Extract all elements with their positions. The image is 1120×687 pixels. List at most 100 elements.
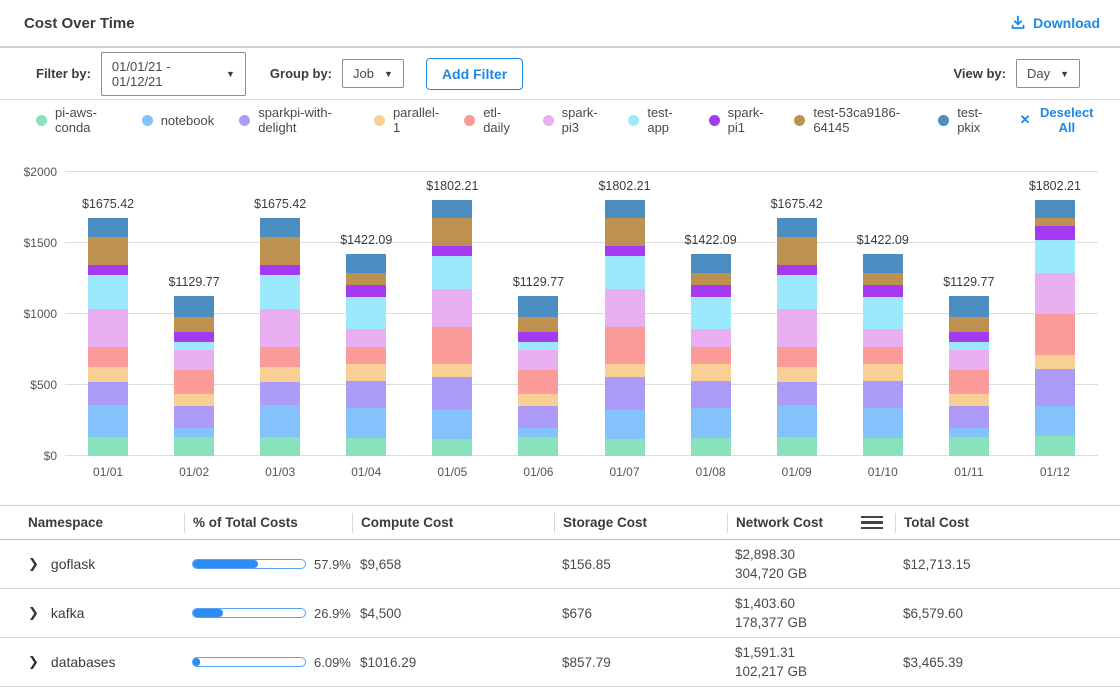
bar-segment-pi-aws-conda[interactable]	[518, 437, 558, 456]
bar-segment-spark-pi1[interactable]	[518, 332, 558, 342]
bar-segment-test-app[interactable]	[1035, 240, 1075, 273]
bar-segment-parallel-1[interactable]	[863, 364, 903, 380]
bar-segment-sparkpi-with-delight[interactable]	[777, 382, 817, 405]
bar-segment-test-53ca9186-64145[interactable]	[174, 317, 214, 332]
bar-segment-parallel-1[interactable]	[1035, 355, 1075, 369]
bar-segment-etl-daily[interactable]	[691, 347, 731, 364]
legend-item-etl-daily[interactable]: etl-daily	[464, 105, 517, 135]
bar-segment-sparkpi-with-delight[interactable]	[1035, 369, 1075, 406]
bar-segment-spark-pi1[interactable]	[949, 332, 989, 342]
stacked-bar-01/02[interactable]	[174, 296, 214, 456]
group-by-select[interactable]: Job ▼	[342, 59, 404, 88]
bar-segment-pi-aws-conda[interactable]	[949, 437, 989, 456]
bar-segment-notebook[interactable]	[88, 405, 128, 437]
bar-segment-pi-aws-conda[interactable]	[1035, 436, 1075, 456]
bar-segment-test-pkix[interactable]	[691, 254, 731, 273]
bar-segment-spark-pi1[interactable]	[346, 285, 386, 296]
bar-segment-spark-pi3[interactable]	[605, 289, 645, 327]
bar-segment-spark-pi1[interactable]	[863, 285, 903, 296]
bar-segment-test-pkix[interactable]	[174, 296, 214, 317]
legend-item-parallel-1[interactable]: parallel-1	[374, 105, 439, 135]
bar-segment-etl-daily[interactable]	[605, 327, 645, 364]
bar-segment-pi-aws-conda[interactable]	[777, 437, 817, 456]
bar-segment-spark-pi1[interactable]	[1035, 226, 1075, 239]
legend-item-spark-pi1[interactable]: spark-pi1	[709, 105, 770, 135]
add-filter-button[interactable]: Add Filter	[426, 58, 523, 90]
date-range-select[interactable]: 01/01/21 - 01/12/21 ▼	[101, 52, 246, 96]
bar-segment-etl-daily[interactable]	[88, 347, 128, 367]
bar-segment-test-pkix[interactable]	[777, 218, 817, 237]
bar-segment-sparkpi-with-delight[interactable]	[260, 382, 300, 405]
stacked-bar-01/05[interactable]	[432, 200, 472, 456]
bar-segment-etl-daily[interactable]	[777, 347, 817, 367]
bar-segment-spark-pi3[interactable]	[949, 350, 989, 370]
bar-segment-pi-aws-conda[interactable]	[605, 439, 645, 456]
bar-segment-test-app[interactable]	[518, 342, 558, 351]
stacked-bar-01/04[interactable]	[346, 254, 386, 456]
bar-segment-spark-pi3[interactable]	[174, 350, 214, 370]
stacked-bar-01/01[interactable]	[88, 218, 128, 456]
view-by-select[interactable]: Day ▼	[1016, 59, 1080, 88]
bar-segment-sparkpi-with-delight[interactable]	[432, 377, 472, 411]
bar-segment-test-app[interactable]	[346, 297, 386, 329]
bar-segment-test-app[interactable]	[863, 297, 903, 329]
bar-segment-spark-pi1[interactable]	[88, 265, 128, 275]
bar-segment-notebook[interactable]	[346, 408, 386, 438]
stacked-bar-01/12[interactable]	[1035, 200, 1075, 456]
bar-segment-notebook[interactable]	[174, 428, 214, 437]
bar-segment-etl-daily[interactable]	[518, 370, 558, 393]
bar-segment-spark-pi3[interactable]	[432, 289, 472, 327]
bar-segment-etl-daily[interactable]	[346, 347, 386, 364]
bar-segment-parallel-1[interactable]	[432, 364, 472, 377]
bar-segment-notebook[interactable]	[691, 408, 731, 438]
bar-segment-parallel-1[interactable]	[346, 364, 386, 380]
bar-segment-test-pkix[interactable]	[88, 218, 128, 237]
bar-segment-sparkpi-with-delight[interactable]	[88, 382, 128, 405]
bar-segment-spark-pi3[interactable]	[88, 309, 128, 347]
bar-segment-test-app[interactable]	[432, 256, 472, 290]
bar-segment-notebook[interactable]	[1035, 406, 1075, 437]
legend-item-test-53ca9186-64145[interactable]: test-53ca9186-64145	[794, 105, 913, 135]
bar-segment-test-app[interactable]	[949, 342, 989, 351]
bar-segment-spark-pi1[interactable]	[260, 265, 300, 275]
bar-segment-test-pkix[interactable]	[1035, 200, 1075, 218]
bar-segment-test-pkix[interactable]	[432, 200, 472, 218]
expand-chevron-icon[interactable]: ❯	[28, 605, 39, 621]
bar-segment-etl-daily[interactable]	[174, 370, 214, 393]
bar-segment-test-53ca9186-64145[interactable]	[1035, 218, 1075, 226]
bar-segment-pi-aws-conda[interactable]	[260, 437, 300, 456]
bar-segment-spark-pi1[interactable]	[605, 246, 645, 256]
bar-segment-parallel-1[interactable]	[260, 367, 300, 383]
legend-item-pi-aws-conda[interactable]: pi-aws-conda	[36, 105, 117, 135]
bar-segment-test-app[interactable]	[260, 275, 300, 308]
bar-segment-etl-daily[interactable]	[949, 370, 989, 393]
bar-segment-pi-aws-conda[interactable]	[346, 438, 386, 456]
bar-segment-test-pkix[interactable]	[518, 296, 558, 317]
bar-segment-spark-pi1[interactable]	[777, 265, 817, 275]
bar-segment-test-app[interactable]	[691, 297, 731, 329]
bar-segment-parallel-1[interactable]	[777, 367, 817, 383]
bar-segment-pi-aws-conda[interactable]	[174, 437, 214, 456]
bar-segment-test-pkix[interactable]	[346, 254, 386, 273]
bar-segment-test-53ca9186-64145[interactable]	[518, 317, 558, 332]
bar-segment-test-53ca9186-64145[interactable]	[777, 237, 817, 265]
bar-segment-notebook[interactable]	[518, 428, 558, 437]
expand-chevron-icon[interactable]: ❯	[28, 654, 39, 670]
bar-segment-spark-pi1[interactable]	[432, 246, 472, 256]
bar-segment-test-pkix[interactable]	[605, 200, 645, 218]
stacked-bar-01/06[interactable]	[518, 296, 558, 456]
bar-segment-sparkpi-with-delight[interactable]	[346, 381, 386, 409]
bar-segment-test-app[interactable]	[777, 275, 817, 308]
bar-segment-notebook[interactable]	[605, 410, 645, 439]
bar-segment-test-pkix[interactable]	[260, 218, 300, 237]
bar-segment-sparkpi-with-delight[interactable]	[174, 406, 214, 428]
bar-segment-etl-daily[interactable]	[432, 327, 472, 364]
bar-segment-parallel-1[interactable]	[518, 394, 558, 406]
bar-segment-spark-pi3[interactable]	[346, 329, 386, 347]
bar-segment-spark-pi1[interactable]	[174, 332, 214, 342]
bar-segment-notebook[interactable]	[432, 410, 472, 439]
bar-segment-spark-pi3[interactable]	[518, 350, 558, 370]
bar-segment-test-app[interactable]	[605, 256, 645, 290]
menu-icon[interactable]	[861, 516, 883, 530]
bar-segment-pi-aws-conda[interactable]	[432, 439, 472, 456]
